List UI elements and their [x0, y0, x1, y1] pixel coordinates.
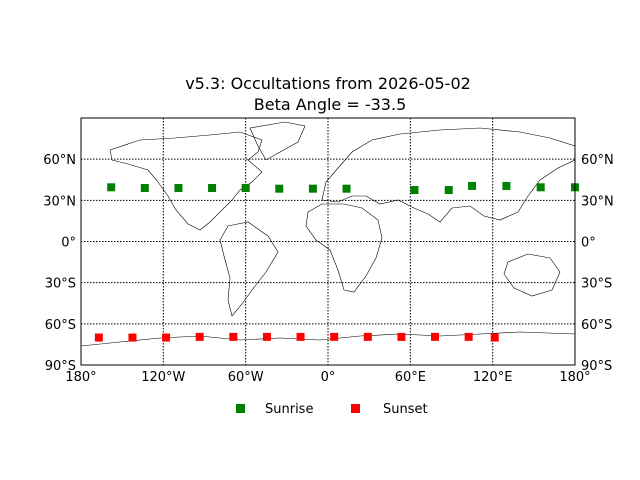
- y-tick-label-left: 30°N: [43, 194, 76, 209]
- point-sunrise: [208, 183, 217, 192]
- point-sunrise: [502, 181, 511, 190]
- legend-label-sunrise: Sunrise: [265, 402, 313, 417]
- y-tick-label-left: 90°S: [45, 359, 76, 374]
- north-america-outline: [109, 131, 263, 231]
- point-sunrise: [174, 183, 183, 192]
- legend-marker-sunset: [351, 404, 360, 413]
- point-sunset: [431, 332, 440, 341]
- x-tick-label: 180°: [65, 370, 96, 385]
- africa-outline: [305, 203, 383, 293]
- point-sunset: [464, 332, 473, 341]
- point-sunset: [229, 332, 238, 341]
- south-america-outline: [219, 221, 279, 317]
- point-sunset: [296, 332, 305, 341]
- point-sunset: [262, 332, 271, 341]
- y-tick-label-right: 30°N: [581, 194, 614, 209]
- plot-frame: [80, 117, 576, 366]
- legend-item-sunrise: Sunrise: [236, 402, 313, 417]
- europe-asia-outline: [321, 127, 576, 223]
- x-tick-label: 60°W: [228, 370, 264, 385]
- point-sunrise: [342, 184, 351, 193]
- graticule: [81, 118, 575, 365]
- world-map: [80, 121, 576, 347]
- x-tick-label: 0°: [321, 370, 336, 385]
- chart-subtitle: Beta Angle = -33.5: [254, 95, 407, 114]
- y-tick-label-left: 60°N: [43, 153, 76, 168]
- axis-labels: 180° 120°W 60°W 0° 60°E 120°E 180°90°S 90°S60°S…: [43, 153, 614, 385]
- point-sunrise: [241, 183, 250, 192]
- greenland-outline: [249, 121, 306, 161]
- point-sunrise: [410, 186, 419, 195]
- point-sunset: [195, 332, 204, 341]
- point-sunset: [162, 333, 171, 342]
- point-sunrise: [536, 183, 545, 192]
- legend: Sunrise Sunset: [236, 402, 428, 417]
- antarctica-outline: [80, 331, 576, 347]
- point-sunrise: [140, 183, 149, 192]
- series-layer: [94, 181, 579, 342]
- point-sunset: [363, 332, 372, 341]
- y-tick-label-right: 60°N: [581, 153, 614, 168]
- point-sunrise: [107, 183, 116, 192]
- point-sunset: [94, 333, 103, 342]
- point-sunrise: [468, 181, 477, 190]
- x-tick-label: 180°: [559, 370, 590, 385]
- chart-title: v5.3: Occultations from 2026-05-02: [185, 74, 471, 93]
- x-tick-label: 120°W: [141, 370, 185, 385]
- y-tick-label-left: 0°: [61, 236, 76, 251]
- plot-area: [80, 117, 579, 366]
- point-sunset: [490, 333, 499, 342]
- y-tick-label-right: 30°S: [581, 277, 612, 292]
- legend-marker-sunrise: [236, 404, 245, 413]
- point-sunset: [397, 332, 406, 341]
- x-tick-label: 60°E: [395, 370, 426, 385]
- legend-item-sunset: Sunset: [351, 402, 428, 417]
- point-sunrise: [308, 184, 317, 193]
- y-tick-label-right: 60°S: [581, 318, 612, 333]
- australia-outline: [503, 253, 561, 297]
- point-sunrise: [275, 184, 284, 193]
- y-tick-label-right: 90°S: [581, 359, 612, 374]
- legend-label-sunset: Sunset: [383, 402, 428, 417]
- y-tick-label-left: 60°S: [45, 318, 76, 333]
- point-sunrise: [444, 186, 453, 195]
- x-tick-label: 120°E: [473, 370, 513, 385]
- y-tick-label-right: 0°: [581, 236, 596, 251]
- y-tick-label-left: 30°S: [45, 277, 76, 292]
- point-sunset: [330, 332, 339, 341]
- point-sunset: [128, 333, 137, 342]
